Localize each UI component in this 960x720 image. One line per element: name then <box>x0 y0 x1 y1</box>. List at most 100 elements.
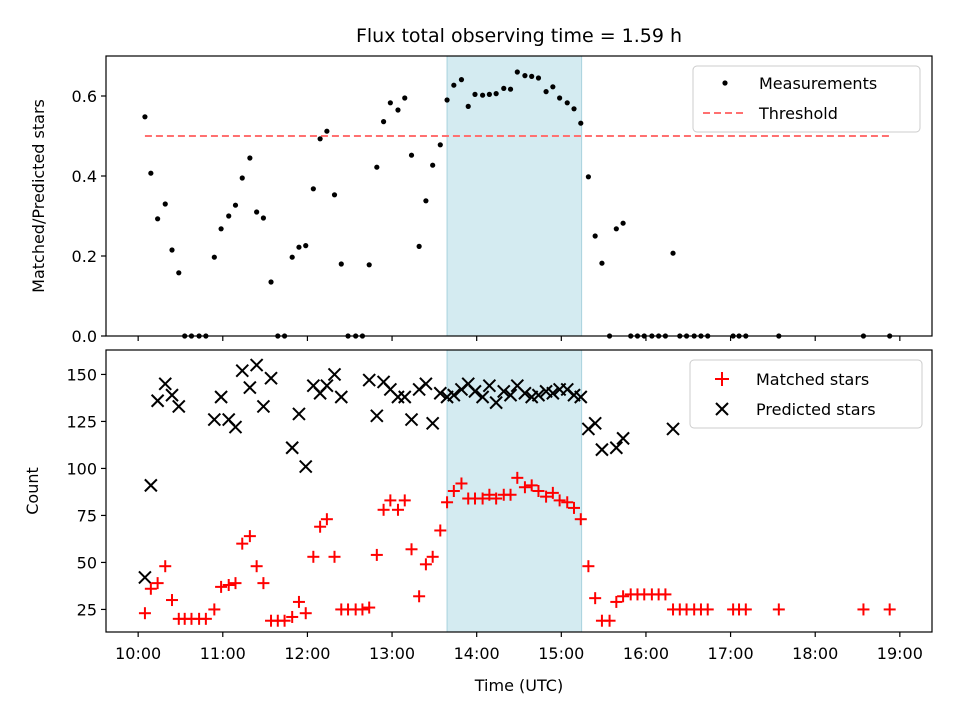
measurement-point <box>578 120 584 126</box>
matched-star-point <box>540 490 553 503</box>
matched-star-point <box>299 607 312 620</box>
measurement-point <box>543 89 549 95</box>
matched-star-point <box>518 481 531 494</box>
predicted-star-point <box>144 478 158 493</box>
top-shaded-interval <box>446 55 583 337</box>
measurement-point <box>493 91 499 97</box>
x-axis-label: Time (UTC) <box>474 676 563 695</box>
matched-star-point <box>413 590 426 603</box>
predicted-star-point <box>489 395 503 410</box>
measurement-point <box>176 270 182 276</box>
predicted-star-point <box>243 380 257 395</box>
measurement-point <box>218 226 224 232</box>
predicted-star-point <box>256 399 271 414</box>
matched-star-point <box>617 590 630 603</box>
matched-star-point <box>398 494 411 507</box>
matched-star-point <box>447 485 460 497</box>
measurement-point <box>444 97 450 103</box>
bottom-y-tick-label: 100 <box>66 459 97 478</box>
bottom-y-axis-label: Count <box>23 467 42 515</box>
legend-matched-label: Matched stars <box>756 370 869 389</box>
bottom-y-tick-label: 125 <box>66 412 97 431</box>
predicted-star-point <box>497 384 511 399</box>
measurement-point <box>169 247 175 253</box>
matched-star-point <box>490 492 503 505</box>
predicted-star-point <box>468 384 482 399</box>
matched-star-point <box>199 612 212 625</box>
x-tick-label: 17:00 <box>708 644 754 663</box>
measurement-point <box>522 73 528 79</box>
matched-star-point <box>511 471 524 484</box>
matched-star-point <box>278 614 291 627</box>
x-tick-label: 12:00 <box>284 644 330 663</box>
matched-star-point <box>286 610 299 623</box>
matched-star-point <box>525 479 538 492</box>
legend-matched-marker <box>715 372 729 386</box>
legend-measurements-marker <box>722 80 728 86</box>
measurement-point <box>260 215 267 221</box>
measurement-point <box>142 114 148 120</box>
measurement-point <box>557 95 563 101</box>
bottom-legend-box <box>689 359 923 429</box>
measurement-point <box>366 262 372 268</box>
matched-star-point <box>476 492 489 505</box>
top-y-tick-label: 0.6 <box>72 87 97 106</box>
matched-star-point <box>243 530 256 543</box>
matched-star-point <box>222 579 235 591</box>
measurement-point <box>402 95 408 101</box>
predicted-star-point <box>172 399 186 414</box>
measurement-point <box>226 213 232 219</box>
bottom-y-tick-label: 25 <box>77 600 97 619</box>
matched-star-point <box>314 520 327 533</box>
matched-star-point <box>208 603 221 616</box>
matched-star-point <box>659 588 672 601</box>
matched-star-point <box>441 496 454 509</box>
measurement-point <box>380 119 387 125</box>
matched-star-point <box>159 560 172 573</box>
measurement-point <box>374 164 380 170</box>
matched-star-point <box>701 603 714 616</box>
measurement-point <box>613 226 619 232</box>
measurement-point <box>465 103 471 109</box>
bottom-y-tick-label: 50 <box>77 553 97 572</box>
matched-star-point <box>434 524 447 537</box>
matched-star-point <box>215 580 228 593</box>
measurement-point <box>599 260 605 266</box>
x-tick-label: 18:00 <box>792 644 838 663</box>
measurement-point <box>529 73 535 79</box>
predicted-star-point <box>334 390 348 404</box>
predicted-star-point <box>404 412 419 427</box>
measurement-point <box>310 186 316 192</box>
predicted-star-point <box>299 459 313 474</box>
measurement-point <box>387 100 393 106</box>
measurement-point <box>571 106 577 112</box>
predicted-star-point <box>228 420 243 434</box>
matched-star-point <box>257 577 270 590</box>
matched-star-point <box>504 488 517 501</box>
predicted-star-point <box>207 412 222 427</box>
x-tick-label: 15:00 <box>538 644 584 663</box>
matched-star-point <box>384 494 397 507</box>
measurement-point <box>331 192 338 198</box>
matched-star-point <box>603 614 616 627</box>
top-y-tick-label: 0.2 <box>72 247 97 266</box>
predicted-star-point <box>503 388 518 402</box>
matched-star-point <box>455 477 468 490</box>
measurement-point <box>296 244 302 250</box>
measurement-point <box>211 254 217 260</box>
measurement-point <box>472 91 478 97</box>
predicted-star-point <box>165 388 179 402</box>
measurement-point <box>423 198 429 204</box>
measurement-point <box>303 243 309 249</box>
measurement-point <box>458 77 465 83</box>
matched-star-point <box>363 601 376 614</box>
top-y-axis-label: Matched/Predicted stars <box>29 99 48 293</box>
predicted-star-point <box>482 379 497 393</box>
matched-star-point <box>553 494 566 507</box>
measurement-point <box>324 128 330 134</box>
matched-star-point <box>307 550 320 563</box>
bottom-panel: 25 50 75 100 125 150 10:00 11:00 12:00 13:00 14:00… <box>23 349 933 695</box>
predicted-star-point <box>150 394 165 408</box>
matched-star-point <box>236 537 249 550</box>
